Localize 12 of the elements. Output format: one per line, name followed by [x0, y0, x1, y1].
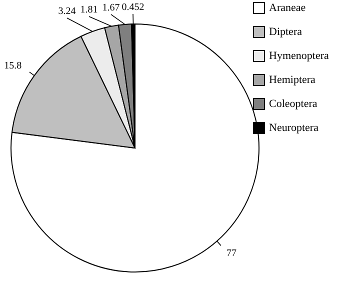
- data-label: 1.81: [80, 4, 98, 16]
- data-label: 15.8: [4, 60, 22, 72]
- legend-label: Diptera: [269, 26, 302, 38]
- data-label: 0.452: [122, 2, 144, 14]
- data-label: 77: [226, 248, 236, 259]
- data-label: 3.24: [58, 6, 76, 17]
- legend-label: Coleoptera: [269, 98, 318, 110]
- legend-label: Hymenoptera: [269, 50, 329, 62]
- legend-label: Araneae: [269, 2, 306, 14]
- data-label: 1.67: [102, 2, 120, 14]
- legend-label: Neuroptera: [269, 122, 319, 134]
- legend-label: Hemiptera: [269, 74, 316, 86]
